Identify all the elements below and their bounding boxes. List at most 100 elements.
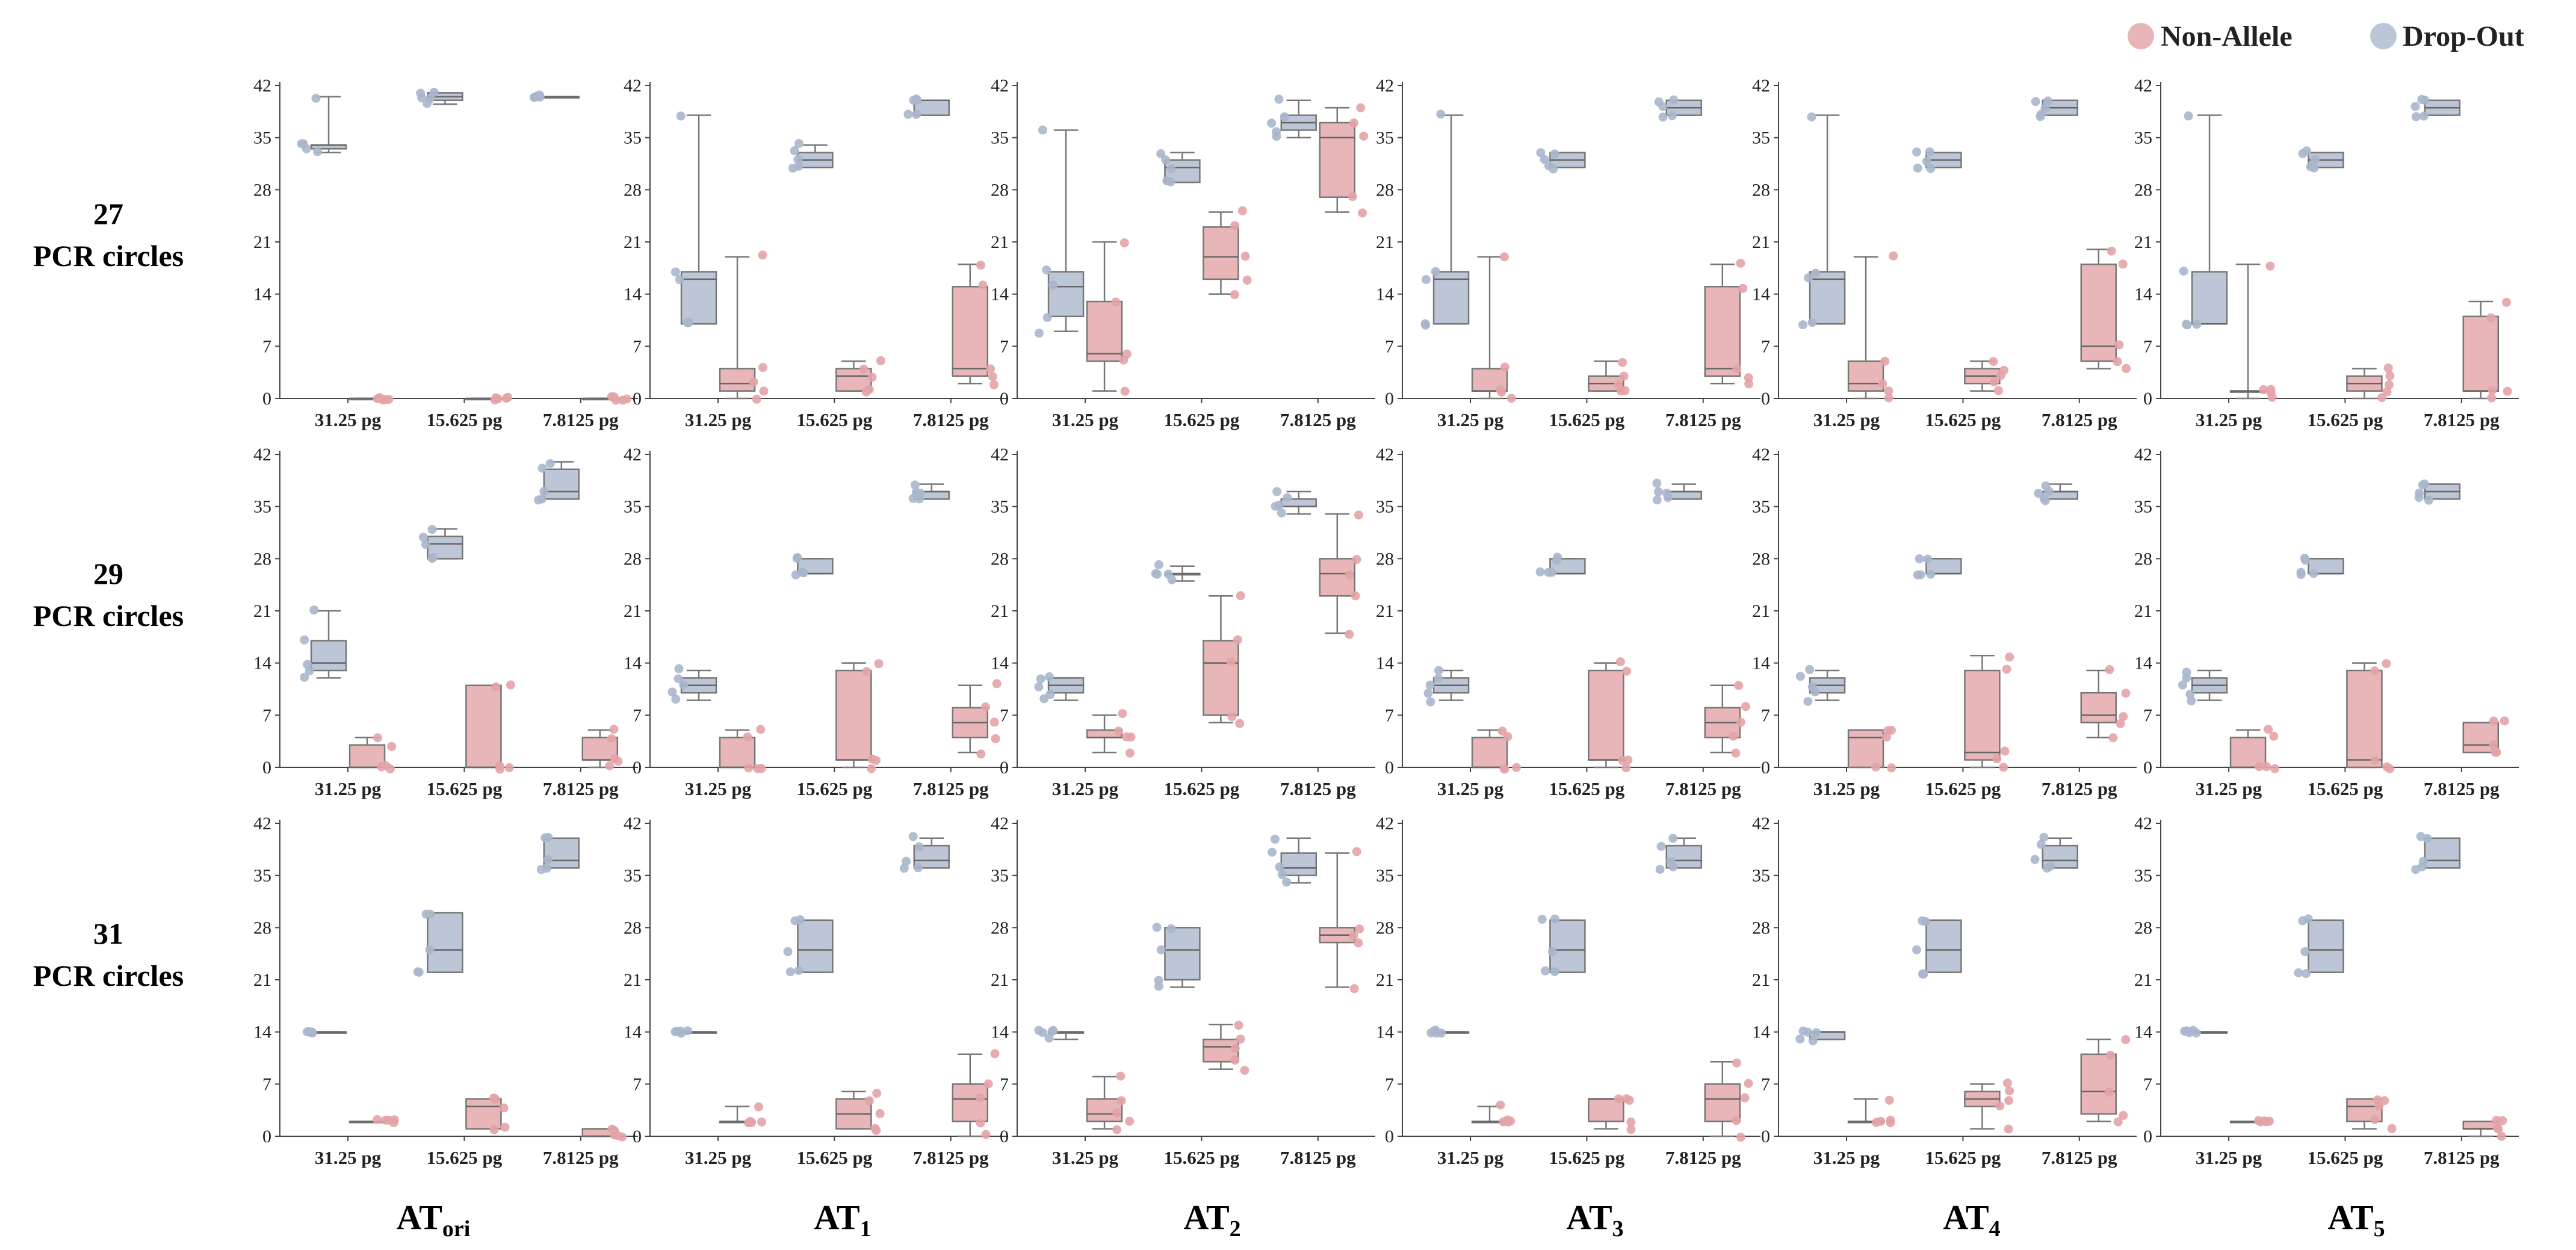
- drop-out-data-point: [2418, 856, 2428, 866]
- non-allele-box-2: [1704, 258, 1754, 389]
- non-allele-data-point: [1732, 364, 1742, 374]
- y-tick-label: 21: [624, 232, 642, 252]
- drop-out-data-point: [427, 525, 437, 534]
- panel-r2-c3: 0 7 14 21 28 35 42 31.25 pg 15.625 pg 7.8125 pg: [1376, 814, 1760, 1168]
- drop-out-data-point: [2296, 568, 2306, 577]
- drop-out-data-point: [1152, 923, 1162, 932]
- non-allele-data-point: [2491, 747, 2500, 757]
- non-allele-box-1: [465, 392, 513, 404]
- non-allele-data-point: [1116, 1071, 1125, 1081]
- non-allele-data-point: [1230, 221, 1240, 231]
- x-tick-label: 7.8125 pg: [1665, 778, 1741, 799]
- drop-out-data-point: [1268, 847, 1277, 857]
- non-allele-box-2: [581, 725, 623, 770]
- non-allele-data-point: [1114, 726, 1124, 736]
- drop-out-box-2: [1655, 834, 1703, 874]
- non-allele-data-point: [2382, 387, 2392, 397]
- non-allele-data-point: [2253, 1116, 2263, 1125]
- non-allele-data-point: [2113, 357, 2122, 367]
- panel-r2-c2: 0 7 14 21 28 35 42 31.25 pg 15.625 pg 7.8125 pg: [991, 814, 1375, 1168]
- non-allele-data-point: [1615, 657, 1625, 667]
- y-tick-label: 28: [624, 180, 642, 200]
- non-allele-data-point: [976, 1093, 985, 1103]
- drop-out-data-point: [1047, 1027, 1057, 1036]
- non-allele-data-point: [989, 717, 999, 727]
- non-allele-data-point: [754, 1102, 764, 1112]
- drop-out-box-2: [899, 832, 950, 873]
- non-allele-box-1: [2346, 364, 2395, 403]
- drop-out-data-point: [2309, 569, 2318, 578]
- x-tick-label: 15.625 pg: [1164, 1147, 1240, 1168]
- non-allele-data-point: [758, 363, 767, 373]
- drop-out-box-body: [310, 640, 347, 672]
- x-tick-label: 15.625 pg: [1164, 409, 1240, 430]
- non-allele-data-point: [2383, 364, 2393, 373]
- non-allele-data-point: [2370, 1115, 2380, 1124]
- drop-out-data-point: [533, 495, 543, 505]
- x-tick-label: 15.625 pg: [427, 778, 503, 799]
- drop-out-data-point: [1431, 267, 1440, 276]
- drop-out-data-point: [421, 540, 430, 549]
- col-label-at-2: AT2: [1183, 1198, 1240, 1242]
- y-tick-label: 35: [991, 497, 1009, 517]
- non-allele-data-point: [1734, 681, 1744, 690]
- drop-out-data-point: [794, 966, 803, 976]
- panel-r0-c0: 0 7 14 21 28 35 42 31.25 pg 15.625 pg 7.8125 pg: [253, 76, 638, 430]
- drop-out-data-point: [1926, 164, 1936, 173]
- drop-out-data-point: [1919, 969, 1928, 979]
- non-allele-data-point: [500, 1122, 510, 1132]
- drop-out-data-point: [2294, 968, 2303, 977]
- non-allele-data-point: [2116, 719, 2125, 728]
- non-allele-data-point: [743, 732, 752, 742]
- non-allele-box-body: [2080, 263, 2117, 362]
- drop-out-data-point: [2180, 1026, 2190, 1036]
- y-tick-label: 42: [2134, 445, 2152, 465]
- x-tick-label: 31.25 pg: [1813, 409, 1880, 430]
- drop-out-box-0: [1034, 672, 1085, 704]
- non-allele-data-point: [2107, 246, 2116, 256]
- drop-out-data-point: [1921, 917, 1931, 926]
- y-tick-label: 28: [253, 180, 271, 200]
- non-allele-data-point: [2119, 1110, 2128, 1120]
- drop-out-data-point: [1044, 1033, 1054, 1043]
- y-tick-label: 14: [253, 654, 271, 673]
- drop-out-box-2: [908, 480, 950, 504]
- drop-out-data-point: [418, 533, 428, 542]
- non-allele-data-point: [1345, 630, 1354, 639]
- y-tick-label: 35: [1752, 128, 1770, 148]
- non-allele-data-point: [2121, 688, 2131, 698]
- y-tick-label: 7: [1000, 705, 1009, 725]
- non-allele-data-point: [1125, 1116, 1135, 1126]
- non-allele-box-body: [719, 737, 756, 769]
- non-allele-data-point: [493, 394, 503, 404]
- non-allele-data-point: [1886, 725, 1896, 735]
- non-allele-data-point: [756, 725, 766, 734]
- y-tick-label: 42: [624, 76, 642, 96]
- non-allele-data-point: [506, 680, 515, 690]
- y-tick-label: 35: [1752, 866, 1770, 886]
- drop-out-data-point: [670, 267, 680, 277]
- drop-out-data-point: [2310, 155, 2320, 164]
- non-allele-data-point: [2118, 259, 2128, 269]
- non-allele-box-1: [1588, 357, 1630, 396]
- drop-out-data-point: [1536, 148, 1546, 158]
- drop-out-box-0: [297, 93, 347, 156]
- y-tick-label: 28: [2134, 180, 2152, 200]
- y-tick-label: 14: [253, 1023, 271, 1042]
- non-allele-data-point: [1506, 394, 1516, 403]
- non-allele-box-1: [1203, 1021, 1249, 1075]
- non-allele-data-point: [1884, 1095, 1894, 1105]
- drop-out-data-point: [1156, 149, 1166, 158]
- non-allele-data-point: [757, 1117, 767, 1127]
- col-label-at-3: AT3: [1566, 1198, 1623, 1242]
- y-tick-label: 14: [2134, 654, 2152, 673]
- drop-out-box-1: [1913, 554, 1962, 580]
- y-tick-label: 0: [1385, 758, 1394, 778]
- non-allele-data-point: [749, 377, 758, 387]
- drop-out-box-body: [1164, 927, 1201, 981]
- non-allele-data-point: [1621, 763, 1631, 773]
- non-allele-box-2: [952, 261, 999, 389]
- drop-out-box-body: [427, 912, 463, 973]
